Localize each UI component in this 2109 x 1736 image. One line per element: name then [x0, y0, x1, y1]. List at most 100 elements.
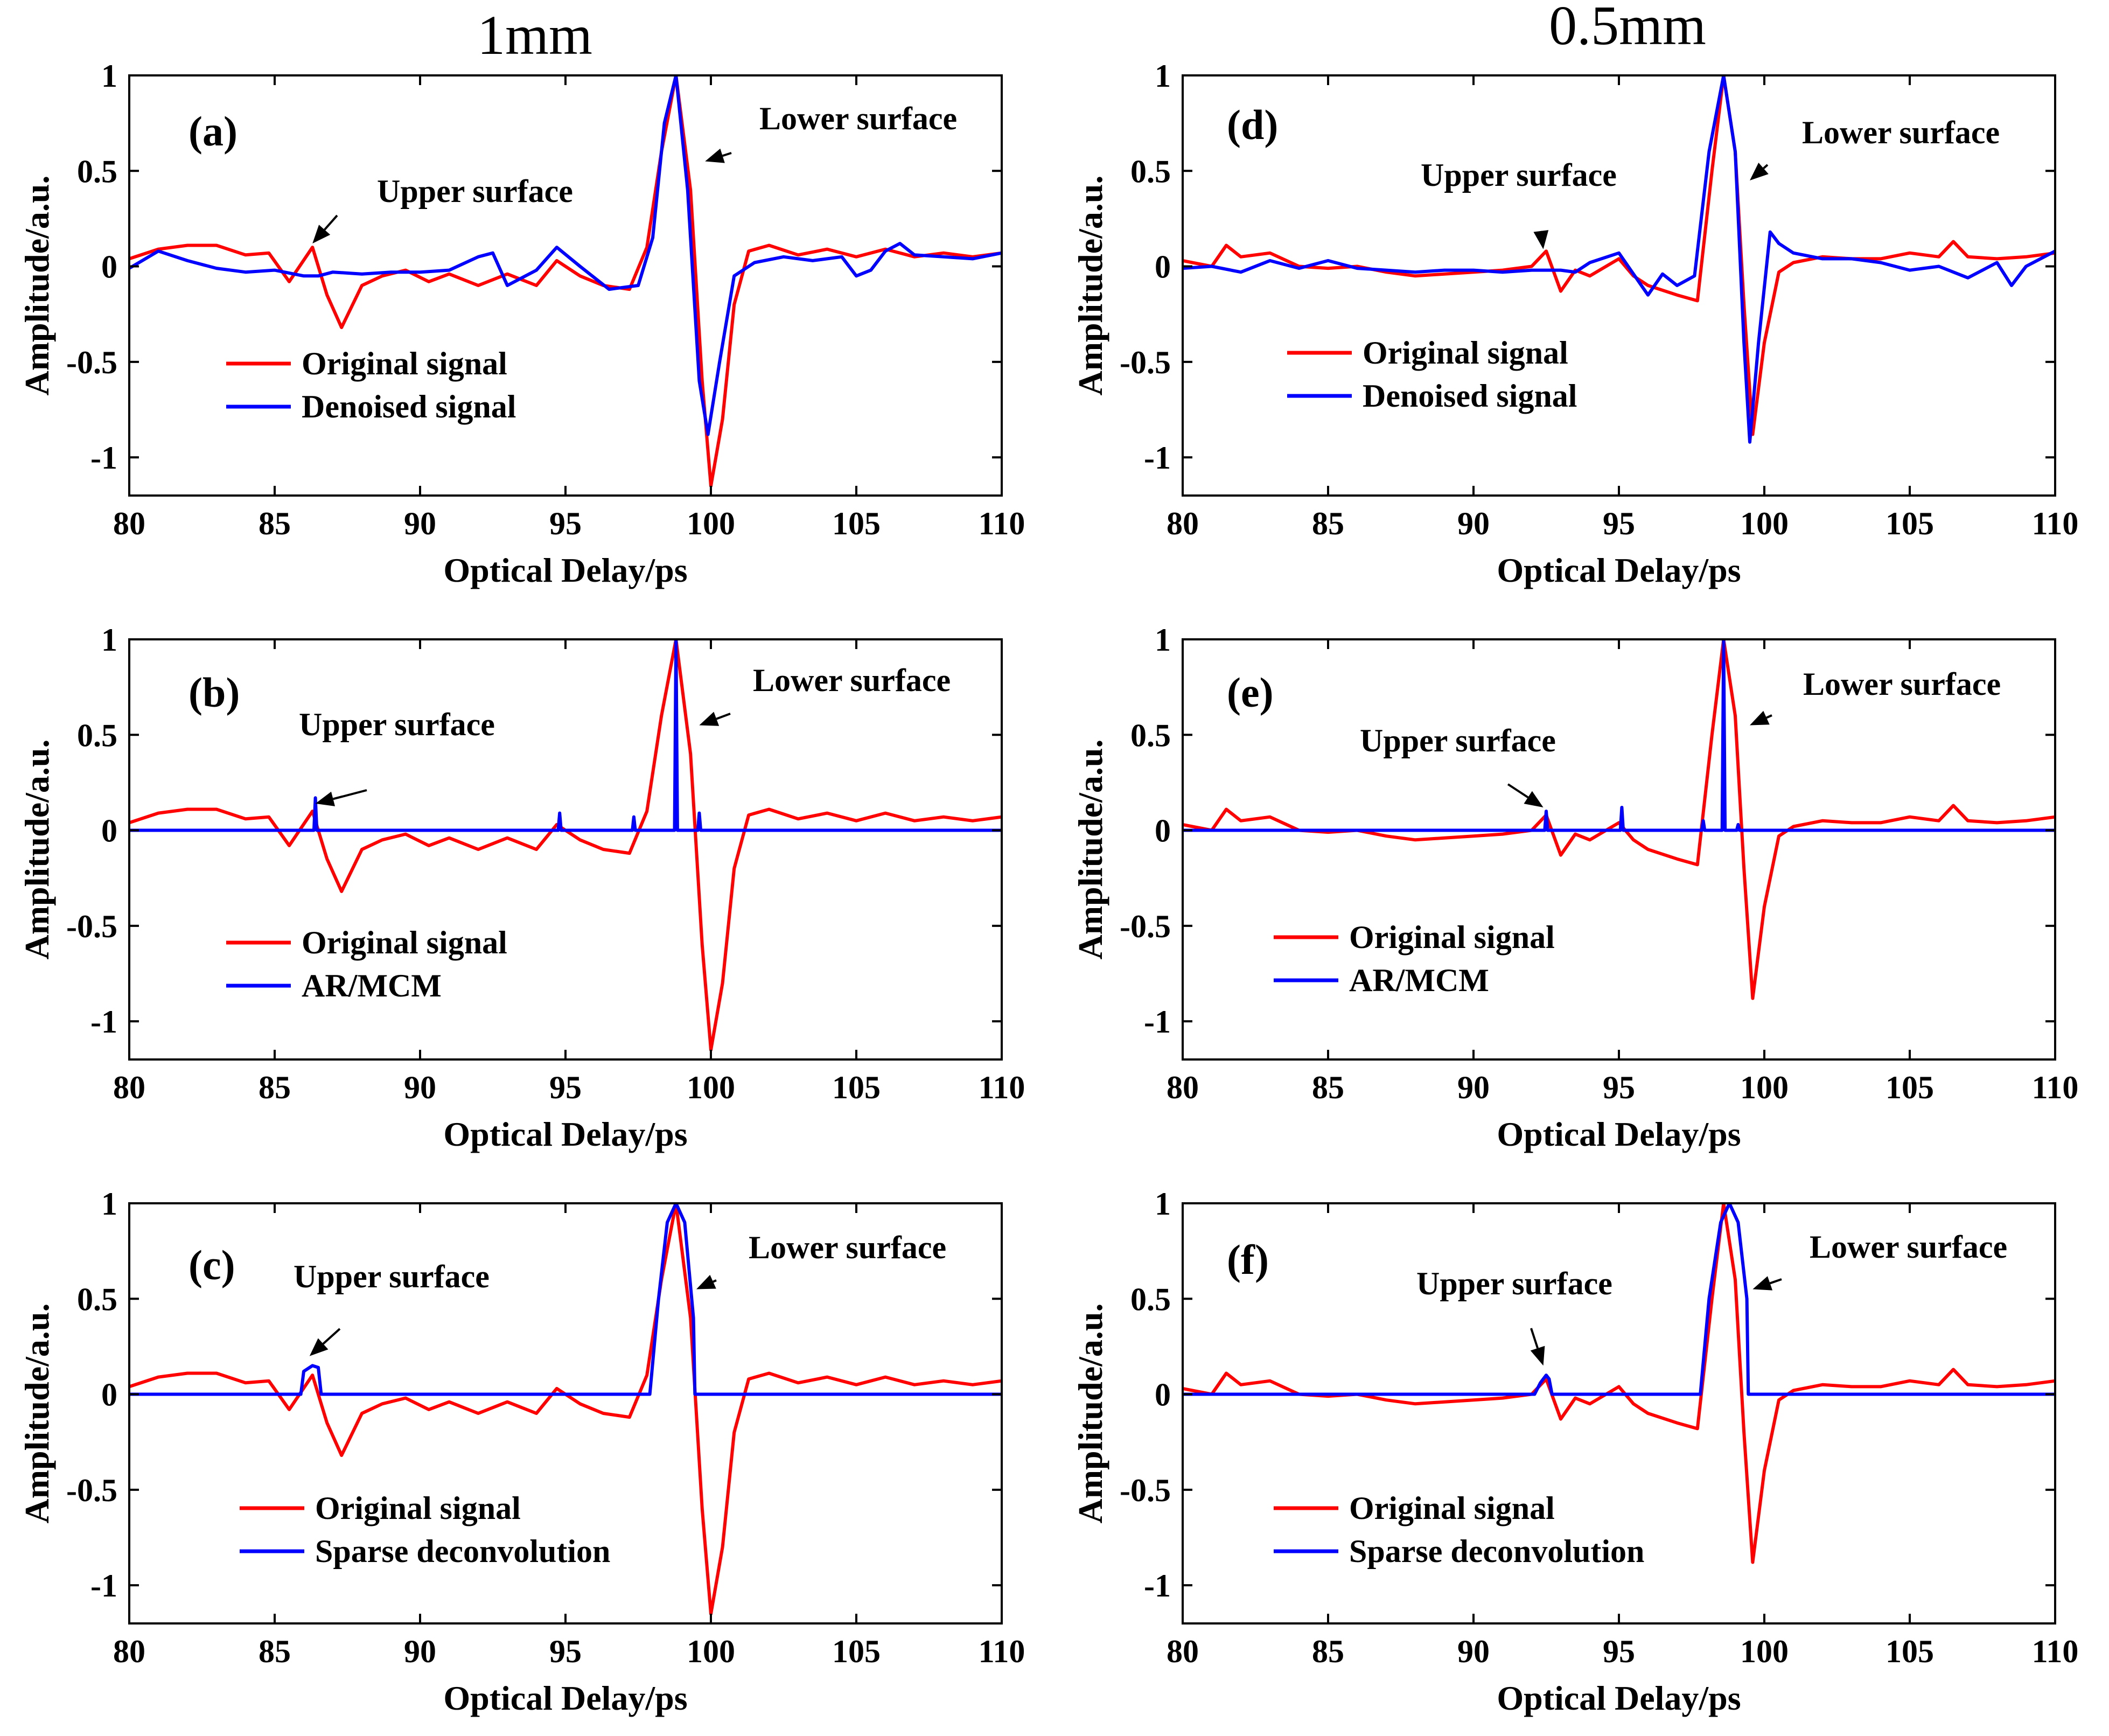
- annotation-lower-surface: Lower surface: [1803, 666, 2001, 702]
- x-tick-label: 85: [259, 506, 291, 541]
- y-tick-label: 1: [101, 622, 117, 658]
- series-line-b-processed: [129, 639, 1002, 832]
- y-tick-label: 0: [1155, 1377, 1171, 1413]
- panel-f: 80 85 90 95 100 105 110 1 0.5 0 -0.5 -1 Optical Dela…: [1071, 1186, 2078, 1717]
- y-tick-label: 0.5: [1130, 1281, 1171, 1317]
- panel-label-f: (f): [1227, 1236, 1269, 1283]
- y-tick-label: 1: [101, 1186, 117, 1222]
- y-tick-label: 0: [1155, 813, 1171, 849]
- x-tick-label: 90: [1457, 1634, 1490, 1669]
- panel-b: 80 85 90 95 100 105 110 1 0.5 0 -0.5 -1 Optical Dela…: [18, 622, 1025, 1153]
- x-axis-label: Optical Delay/ps: [1497, 1679, 1741, 1717]
- y-tick-label: 0: [101, 249, 117, 285]
- annotation-arrow-shaft: [1530, 1328, 1539, 1349]
- annotation-upper-surface: Upper surface: [1416, 1266, 1612, 1301]
- x-axis-label: Optical Delay/ps: [443, 551, 687, 589]
- annotation-arrow-shaft: [1507, 783, 1529, 799]
- annotation-lower-surface: Lower surface: [749, 1230, 946, 1265]
- series-line-a-processed: [129, 75, 1002, 436]
- x-tick-label: 105: [832, 1634, 881, 1669]
- annotation-upper-surface: Upper surface: [1360, 723, 1556, 758]
- series-line-f-processed: [1183, 1203, 2055, 1396]
- x-tick-label: 110: [979, 506, 1025, 541]
- y-tick-label: -1: [1144, 1568, 1171, 1603]
- x-tick-label: 100: [687, 1070, 735, 1105]
- y-tick-label: -0.5: [1120, 345, 1171, 380]
- annotation-arrow-shaft: [332, 789, 367, 800]
- annotation-arrow-shaft: [1769, 1278, 1782, 1285]
- annotation-lower-surface: Lower surface: [1810, 1229, 2007, 1265]
- x-tick-label: 85: [259, 1634, 291, 1669]
- annotation-upper-surface: Upper surface: [1421, 157, 1617, 193]
- x-axis-label: Optical Delay/ps: [443, 1679, 687, 1717]
- annotation-arrow-shaft: [1766, 714, 1772, 719]
- annotation-lower-surface: Lower surface: [1802, 115, 2000, 150]
- x-tick-label: 110: [2032, 1070, 2079, 1105]
- series-line-e-processed: [1183, 639, 2055, 832]
- annotation-arrow-shaft: [722, 152, 732, 157]
- x-tick-label: 95: [549, 1634, 582, 1669]
- x-tick-label: 90: [404, 506, 436, 541]
- y-axis-label: Amplitude/a.u.: [18, 176, 56, 396]
- y-axis-label: Amplitude/a.u.: [18, 1303, 56, 1524]
- x-tick-label: 80: [113, 1634, 145, 1669]
- y-tick-label: 0.5: [77, 1281, 117, 1317]
- legend-label-processed: Sparse deconvolution: [315, 1533, 610, 1569]
- x-tick-label: 95: [1603, 1070, 1635, 1105]
- legend-label-processed: AR/MCM: [1349, 963, 1489, 998]
- y-tick-label: 1: [1155, 622, 1171, 658]
- y-tick-label: -0.5: [1120, 1473, 1171, 1508]
- annotation-arrow-head: [699, 712, 720, 726]
- y-tick-label: 1: [1155, 58, 1171, 94]
- y-tick-label: -0.5: [1120, 909, 1171, 944]
- panel-label-c: (c): [188, 1242, 235, 1288]
- x-axis-label: Optical Delay/ps: [443, 1115, 687, 1153]
- panel-label-d: (d): [1227, 101, 1278, 148]
- annotation-arrow-head: [315, 791, 336, 806]
- y-tick-label: 1: [101, 58, 117, 94]
- column-title-0.5mm: 0.5mm: [1549, 0, 1706, 57]
- panel-d: 80 85 90 95 100 105 110 1 0.5 0 -0.5 -1 Optical Dela…: [1071, 58, 2078, 589]
- annotation-arrow-shaft: [322, 1328, 341, 1345]
- y-axis-label: Amplitude/a.u.: [1071, 740, 1109, 960]
- panel-label-e: (e): [1227, 669, 1274, 716]
- y-tick-label: -0.5: [66, 345, 117, 380]
- y-tick-label: -1: [90, 1568, 117, 1603]
- legend-label-processed: Denoised signal: [302, 389, 516, 424]
- panel-label-b: (b): [188, 669, 240, 716]
- y-tick-label: -1: [1144, 440, 1171, 476]
- annotation-upper-surface: Upper surface: [377, 173, 573, 209]
- legend-label-processed: Denoised signal: [1363, 378, 1577, 414]
- panel-label-a: (a): [188, 108, 238, 155]
- annotation-arrow-head: [312, 225, 331, 243]
- x-axis-label: Optical Delay/ps: [1497, 1115, 1741, 1153]
- x-tick-label: 90: [1457, 506, 1490, 541]
- annotation-arrow-head: [1750, 710, 1770, 726]
- x-tick-label: 95: [1603, 506, 1635, 541]
- x-tick-label: 100: [1740, 1634, 1789, 1669]
- series-line-c-processed: [129, 1203, 1002, 1396]
- legend-label-original: Original signal: [1349, 919, 1555, 955]
- legend-label-processed: AR/MCM: [302, 968, 442, 1003]
- x-tick-label: 90: [1457, 1070, 1490, 1105]
- x-tick-label: 105: [1885, 1634, 1934, 1669]
- x-tick-label: 85: [1312, 506, 1344, 541]
- annotation-upper-surface: Upper surface: [294, 1259, 490, 1294]
- legend-label-original: Original signal: [302, 925, 507, 960]
- series-line-a-original: [129, 75, 1002, 488]
- x-tick-label: 80: [113, 506, 145, 541]
- panel-e: 80 85 90 95 100 105 110 1 0.5 0 -0.5 -1 Optical Dela…: [1071, 622, 2078, 1153]
- x-tick-label: 105: [832, 1070, 881, 1105]
- y-axis-label: Amplitude/a.u.: [1071, 176, 1109, 396]
- annotation-arrow-shaft: [716, 713, 731, 720]
- annotation-arrow-shaft: [1763, 164, 1769, 170]
- y-axis-label: Amplitude/a.u.: [18, 740, 56, 960]
- y-tick-label: 0.5: [77, 154, 117, 189]
- x-tick-label: 80: [1167, 1070, 1199, 1105]
- y-tick-label: -0.5: [66, 1473, 117, 1508]
- annotation-arrow-shaft: [713, 1279, 717, 1283]
- y-tick-label: 1: [1155, 1186, 1171, 1222]
- y-tick-label: 0.5: [1130, 717, 1171, 753]
